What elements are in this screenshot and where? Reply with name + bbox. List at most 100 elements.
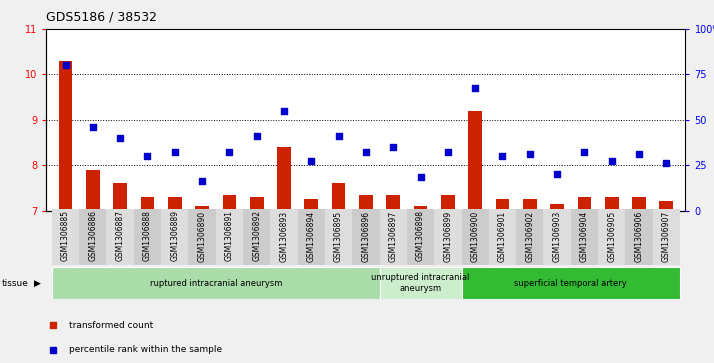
- Point: [114, 135, 126, 141]
- Bar: [468, 111, 482, 211]
- Bar: [277, 147, 291, 211]
- Point: [333, 133, 344, 139]
- Bar: [380, 267, 461, 299]
- Point: [306, 158, 317, 163]
- Point: [251, 133, 263, 139]
- Point: [361, 149, 372, 155]
- Bar: [434, 209, 461, 265]
- Bar: [134, 209, 161, 265]
- Text: transformed count: transformed count: [69, 321, 153, 330]
- Point: [223, 149, 235, 155]
- Point: [660, 160, 672, 166]
- Bar: [570, 209, 598, 265]
- Text: GSM1306902: GSM1306902: [526, 211, 534, 261]
- Point: [497, 153, 508, 159]
- Text: GSM1306896: GSM1306896: [361, 211, 371, 261]
- Text: percentile rank within the sample: percentile rank within the sample: [69, 346, 222, 354]
- Point: [578, 149, 590, 155]
- Bar: [168, 197, 181, 211]
- Point: [551, 171, 563, 177]
- Text: GSM1306904: GSM1306904: [580, 211, 589, 262]
- Bar: [79, 209, 106, 265]
- Point: [442, 149, 453, 155]
- Bar: [578, 197, 591, 211]
- Bar: [325, 209, 352, 265]
- Bar: [332, 183, 346, 211]
- Point: [415, 174, 426, 179]
- Bar: [188, 209, 216, 265]
- Text: GSM1306889: GSM1306889: [170, 211, 179, 261]
- Bar: [298, 209, 325, 265]
- Bar: [271, 209, 298, 265]
- Bar: [59, 61, 72, 211]
- Bar: [114, 183, 127, 211]
- Text: GSM1306887: GSM1306887: [116, 211, 125, 261]
- Bar: [359, 195, 373, 211]
- Bar: [250, 197, 263, 211]
- Text: GSM1306897: GSM1306897: [388, 211, 398, 261]
- Bar: [653, 209, 680, 265]
- Bar: [550, 204, 564, 211]
- Text: GSM1306886: GSM1306886: [89, 211, 97, 261]
- Text: GSM1306901: GSM1306901: [498, 211, 507, 261]
- Point: [278, 108, 290, 114]
- Point: [60, 62, 71, 68]
- Text: GSM1306906: GSM1306906: [635, 211, 643, 262]
- Text: GSM1306893: GSM1306893: [279, 211, 288, 261]
- Point: [196, 178, 208, 184]
- Text: unruptured intracranial
aneurysm: unruptured intracranial aneurysm: [371, 273, 470, 293]
- Bar: [407, 209, 434, 265]
- Text: GSM1306891: GSM1306891: [225, 211, 234, 261]
- Text: superficial temporal artery: superficial temporal artery: [514, 279, 627, 287]
- Text: GSM1306892: GSM1306892: [252, 211, 261, 261]
- Bar: [489, 209, 516, 265]
- Bar: [441, 195, 455, 211]
- Bar: [161, 209, 188, 265]
- Bar: [461, 267, 680, 299]
- Bar: [380, 209, 407, 265]
- Text: GSM1306905: GSM1306905: [607, 211, 616, 262]
- Bar: [52, 267, 380, 299]
- Bar: [216, 209, 243, 265]
- Point: [87, 124, 99, 130]
- Point: [606, 158, 618, 163]
- Point: [633, 151, 645, 157]
- Text: GSM1306903: GSM1306903: [553, 211, 562, 262]
- Bar: [352, 209, 380, 265]
- Bar: [86, 170, 100, 211]
- Bar: [625, 209, 653, 265]
- Bar: [106, 209, 134, 265]
- Bar: [141, 197, 154, 211]
- Bar: [516, 209, 543, 265]
- Text: GSM1306888: GSM1306888: [143, 211, 152, 261]
- Point: [388, 144, 399, 150]
- Text: GSM1306885: GSM1306885: [61, 211, 70, 261]
- Point: [469, 85, 481, 91]
- Bar: [304, 199, 318, 211]
- Point: [142, 153, 154, 159]
- Bar: [496, 199, 509, 211]
- Text: ▶: ▶: [34, 279, 41, 287]
- Text: GSM1306895: GSM1306895: [334, 211, 343, 261]
- Text: tissue: tissue: [2, 279, 29, 287]
- Bar: [413, 206, 428, 211]
- Text: GSM1306899: GSM1306899: [443, 211, 453, 261]
- Bar: [598, 209, 625, 265]
- Bar: [386, 195, 400, 211]
- Text: GSM1306894: GSM1306894: [307, 211, 316, 261]
- Bar: [632, 197, 646, 211]
- Bar: [243, 209, 271, 265]
- Bar: [543, 209, 570, 265]
- Text: GDS5186 / 38532: GDS5186 / 38532: [46, 11, 157, 24]
- Bar: [52, 209, 79, 265]
- Point: [169, 149, 181, 155]
- Text: ruptured intracranial aneurysm: ruptured intracranial aneurysm: [149, 279, 282, 287]
- Text: GSM1306898: GSM1306898: [416, 211, 425, 261]
- Text: GSM1306900: GSM1306900: [471, 211, 480, 262]
- Bar: [523, 199, 537, 211]
- Bar: [195, 206, 209, 211]
- Bar: [605, 197, 618, 211]
- Point: [524, 151, 536, 157]
- Text: GSM1306907: GSM1306907: [662, 211, 671, 262]
- Bar: [223, 195, 236, 211]
